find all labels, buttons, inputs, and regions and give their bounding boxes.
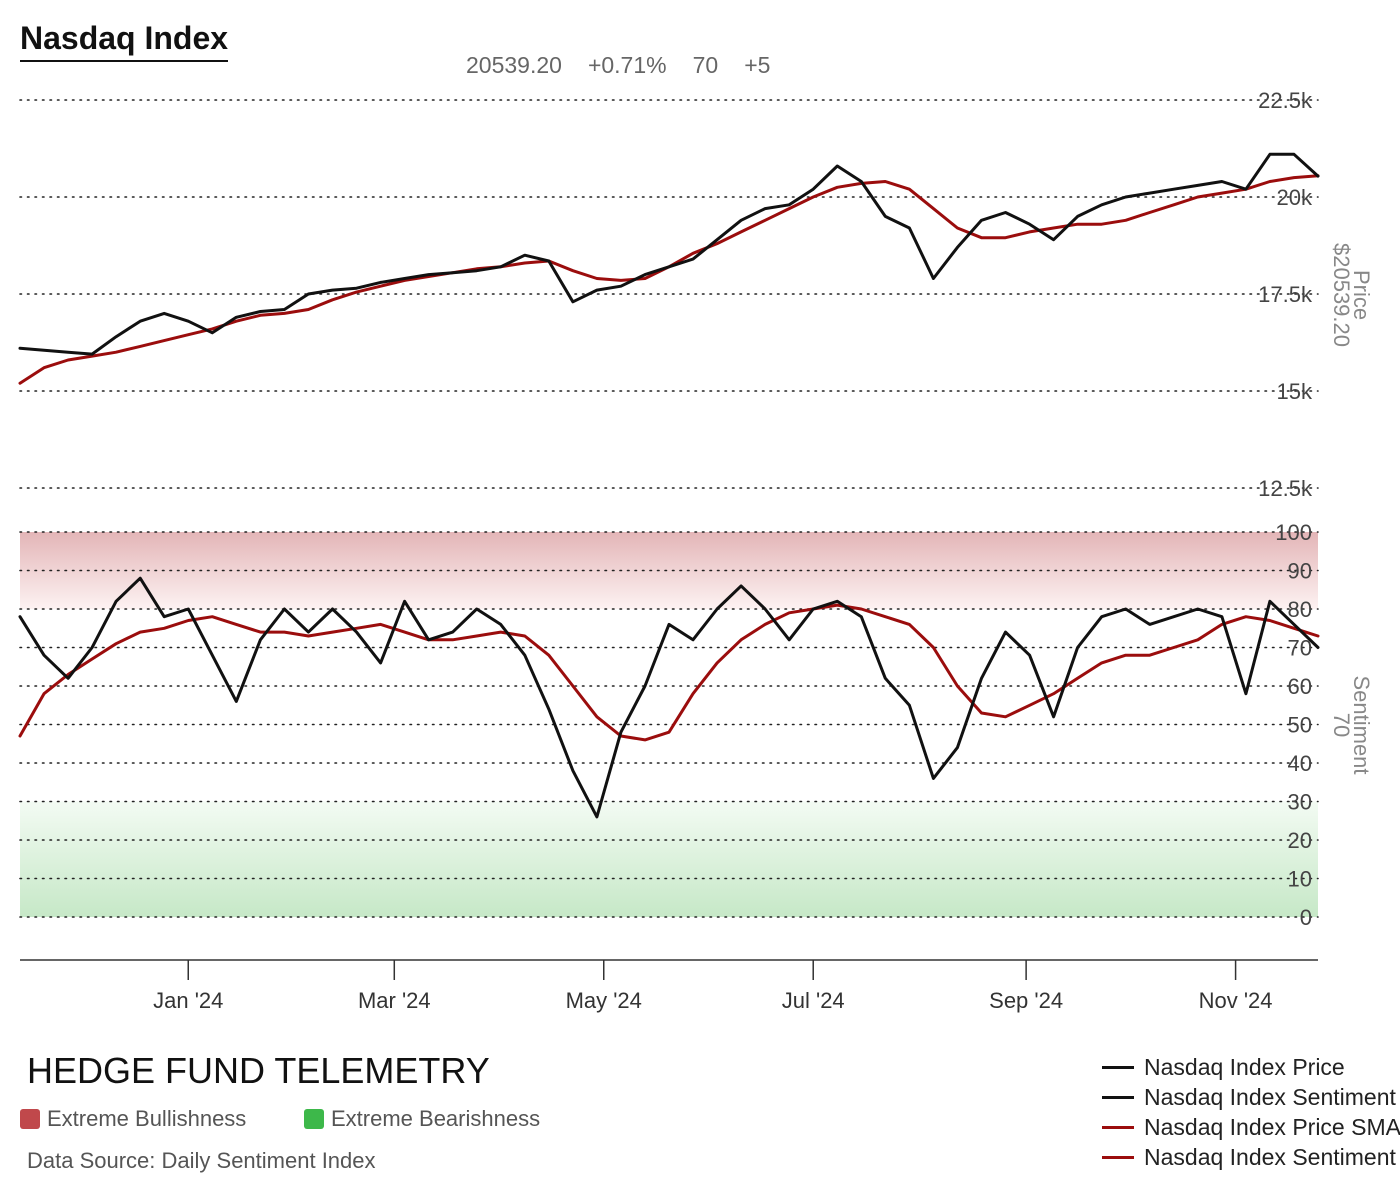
x-tick-label: May '24 — [566, 988, 642, 1013]
current-sentiment: 70 — [692, 52, 719, 78]
price-tick-label: 12.5k — [1258, 476, 1313, 501]
bull-swatch — [20, 1109, 40, 1129]
legend-line-price-sma — [1102, 1125, 1134, 1129]
sentiment-tick-label: 50 — [1288, 713, 1312, 738]
legend-label: Nasdaq Index Sentiment SMA — [1144, 1143, 1400, 1170]
sentiment-tick-label: 90 — [1288, 559, 1312, 584]
bear-zone-label: Extreme Bearishness — [331, 1106, 541, 1131]
sentiment-tick-label: 40 — [1288, 751, 1312, 776]
legend-sentiment-sma[interactable]: Nasdaq Index Sentiment SMA — [1102, 1142, 1400, 1172]
bear-swatch — [304, 1109, 324, 1129]
legend-label: Nasdaq Index Price — [1144, 1053, 1345, 1080]
bear-zone-key: Extreme Bearishness — [304, 1106, 540, 1132]
x-tick-label: Nov '24 — [1199, 988, 1273, 1013]
x-tick-label: Jul '24 — [782, 988, 845, 1013]
legend-line-sentiment-sma — [1102, 1155, 1134, 1159]
legend-sentiment[interactable]: Nasdaq Index Sentiment — [1102, 1082, 1400, 1112]
sentiment-change: +5 — [744, 52, 771, 78]
price-tick-label: 17.5k — [1258, 282, 1313, 307]
legend-label: Nasdaq Index Price SMA — [1144, 1113, 1400, 1140]
price-line — [18, 152, 1320, 356]
price-tick-label: 20k — [1277, 185, 1313, 210]
price-tick-label: 22.5k — [1258, 88, 1313, 113]
sentiment-tick-label: 10 — [1288, 867, 1312, 892]
sentiment-tick-label: 70 — [1288, 636, 1312, 661]
legend-label: Nasdaq Index Sentiment — [1144, 1083, 1396, 1110]
legend-price-sma[interactable]: Nasdaq Index Price SMA — [1102, 1112, 1400, 1142]
sentiment-tick-label: 60 — [1288, 674, 1312, 699]
header-stats: 20539.20 +0.71% 70 +5 — [466, 52, 796, 79]
legend-price[interactable]: Nasdaq Index Price — [1102, 1052, 1400, 1082]
sentiment-tick-label: 100 — [1275, 520, 1312, 545]
x-tick-label: Sep '24 — [989, 988, 1063, 1013]
legend: Nasdaq Index Price Nasdaq Index Sentimen… — [1102, 1052, 1400, 1172]
price-sma-line — [18, 174, 1320, 385]
sentiment-line — [18, 576, 1320, 819]
sentiment-tick-label: 30 — [1288, 790, 1312, 815]
extreme-bearishness-band — [20, 801, 1318, 917]
price-tick-label: 15k — [1277, 379, 1313, 404]
sentiment-axis-title: Sentiment — [1349, 675, 1374, 774]
sentiment-tick-label: 20 — [1288, 828, 1312, 853]
chart-title: Nasdaq Index — [20, 18, 229, 62]
price-axis-value: $20539.20 — [1329, 243, 1354, 347]
x-tick-label: Mar '24 — [358, 988, 431, 1013]
current-price: 20539.20 — [466, 52, 562, 78]
sentiment-axis-value: 70 — [1329, 713, 1354, 737]
chart-canvas: 12.5k 15k 17.5k 20k 22.5k 0 10 20 30 40 50 60 70 80 90… — [18, 88, 1374, 1013]
data-source: Data Source: Daily Sentiment Index — [27, 1148, 376, 1173]
x-tick-label: Jan '24 — [153, 988, 223, 1013]
price-axis-title: Price — [1349, 270, 1374, 320]
sentiment-tick-label: 0 — [1300, 905, 1312, 930]
sentiment-sma-line — [18, 603, 1320, 742]
bull-zone-key: Extreme Bullishness — [20, 1106, 246, 1132]
legend-line-price — [1102, 1065, 1134, 1069]
price-change-pct: +0.71% — [587, 52, 667, 78]
brand-name: HEDGE FUND TELEMETRY — [27, 1050, 490, 1091]
sentiment-tick-label: 80 — [1288, 597, 1312, 622]
bull-zone-label: Extreme Bullishness — [47, 1106, 247, 1131]
legend-line-sentiment — [1102, 1095, 1134, 1099]
